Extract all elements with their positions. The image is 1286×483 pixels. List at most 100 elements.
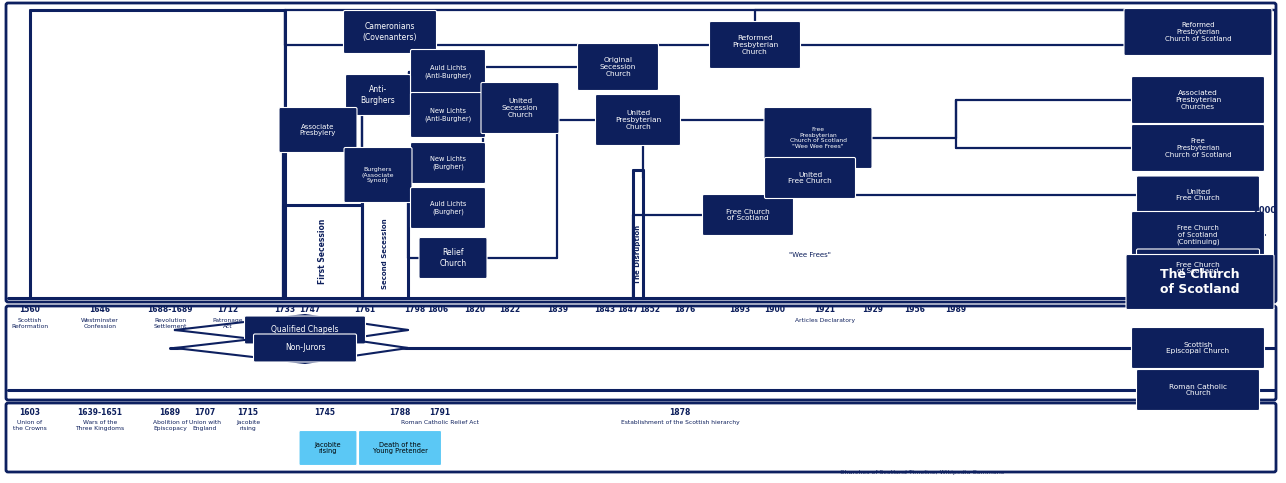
FancyBboxPatch shape — [595, 95, 680, 145]
Text: 1639-1651: 1639-1651 — [77, 408, 122, 417]
FancyBboxPatch shape — [410, 93, 486, 138]
FancyBboxPatch shape — [481, 83, 559, 133]
FancyBboxPatch shape — [410, 49, 486, 95]
Text: 1603: 1603 — [19, 408, 40, 417]
Text: 1900: 1900 — [764, 305, 786, 314]
Text: Jacobite
rising: Jacobite rising — [315, 441, 341, 455]
Text: Cameronians
(Covenanters): Cameronians (Covenanters) — [363, 23, 417, 42]
FancyBboxPatch shape — [1137, 249, 1259, 287]
Text: 1707: 1707 — [194, 408, 216, 417]
FancyBboxPatch shape — [577, 43, 658, 90]
Text: 1747: 1747 — [300, 305, 320, 314]
Text: Death of the
Young Pretender: Death of the Young Pretender — [373, 441, 427, 455]
Text: 1715: 1715 — [238, 408, 258, 417]
FancyBboxPatch shape — [764, 157, 855, 199]
Text: 1788: 1788 — [390, 408, 410, 417]
Text: Qualified Chapels: Qualified Chapels — [271, 326, 338, 335]
Text: Original
Secession
Church: Original Secession Church — [599, 57, 637, 77]
Text: United
Free Church: United Free Church — [1177, 189, 1220, 201]
FancyBboxPatch shape — [6, 306, 1276, 400]
Text: Roman Catholic Relief Act: Roman Catholic Relief Act — [401, 420, 478, 425]
Text: Union with
England: Union with England — [189, 420, 221, 431]
Text: 1921: 1921 — [814, 305, 836, 314]
Text: Second Secession: Second Secession — [382, 219, 388, 289]
Text: 1852: 1852 — [639, 305, 661, 314]
Text: Churches of Scotland Timeline, Wikipedia Commons: Churches of Scotland Timeline, Wikipedia… — [840, 470, 1004, 475]
Text: United
Presbyterian
Church: United Presbyterian Church — [615, 110, 661, 130]
FancyBboxPatch shape — [710, 22, 800, 69]
FancyBboxPatch shape — [764, 108, 872, 169]
FancyBboxPatch shape — [1137, 369, 1259, 411]
Text: Free Church
of Scotland: Free Church of Scotland — [727, 209, 770, 221]
Text: 1843: 1843 — [594, 305, 616, 314]
Text: Relief
Church: Relief Church — [440, 248, 467, 268]
Text: Jacobite
rising: Jacobite rising — [235, 420, 260, 431]
Text: Anti-
Burghers: Anti- Burghers — [360, 85, 395, 104]
Text: 1646: 1646 — [90, 305, 111, 314]
Text: 1791: 1791 — [430, 408, 450, 417]
FancyBboxPatch shape — [343, 147, 412, 202]
FancyBboxPatch shape — [702, 195, 793, 236]
Text: New Lichts
(Burgher): New Lichts (Burgher) — [430, 156, 466, 170]
Text: 1956: 1956 — [904, 305, 926, 314]
Text: Burghers
(Associate
Synod): Burghers (Associate Synod) — [361, 167, 395, 183]
Polygon shape — [175, 315, 408, 345]
Polygon shape — [175, 333, 408, 363]
Text: Scottish
Reformation: Scottish Reformation — [12, 318, 49, 328]
FancyBboxPatch shape — [1132, 76, 1264, 124]
Text: United
Secession
Church: United Secession Church — [502, 98, 538, 118]
Text: New Lichts
(Anti-Burgher): New Lichts (Anti-Burgher) — [424, 108, 472, 122]
Text: 1560: 1560 — [19, 305, 40, 314]
Text: Revolution
Settlement: Revolution Settlement — [153, 318, 186, 328]
FancyBboxPatch shape — [359, 430, 441, 466]
Text: 1798: 1798 — [404, 305, 426, 314]
Text: Patronage
Act: Patronage Act — [212, 318, 243, 328]
Text: Auld Lichts
(Anti-Burgher): Auld Lichts (Anti-Burgher) — [424, 65, 472, 79]
Text: "Wee Frees": "Wee Frees" — [790, 252, 831, 258]
Text: 1929: 1929 — [863, 305, 883, 314]
Text: Reformed
Presbyterian
Church of Scotland: Reformed Presbyterian Church of Scotland — [1165, 22, 1231, 42]
Text: Non-Jurors: Non-Jurors — [284, 343, 325, 353]
Text: 1878: 1878 — [669, 408, 691, 417]
FancyBboxPatch shape — [343, 11, 436, 54]
Text: Wars of the
Three Kingdoms: Wars of the Three Kingdoms — [76, 420, 125, 431]
Text: Auld Lichts
(Burgher): Auld Lichts (Burgher) — [430, 201, 467, 214]
Text: First Secession: First Secession — [318, 219, 327, 284]
Text: Scottish
Episcopal Church: Scottish Episcopal Church — [1166, 341, 1229, 355]
Text: Establishment of the Scottish hierarchy: Establishment of the Scottish hierarchy — [621, 420, 739, 425]
FancyBboxPatch shape — [253, 334, 356, 362]
Text: 1989: 1989 — [945, 305, 967, 314]
Text: 1745: 1745 — [315, 408, 336, 417]
FancyBboxPatch shape — [1127, 255, 1274, 310]
Text: 1733: 1733 — [274, 305, 296, 314]
Text: 1820: 1820 — [464, 305, 486, 314]
Text: 1893: 1893 — [729, 305, 751, 314]
FancyBboxPatch shape — [300, 430, 358, 466]
Text: Free
Presbyterian
Church of Scotland
"Wee Wee Frees": Free Presbyterian Church of Scotland "We… — [790, 127, 846, 149]
Text: 1712: 1712 — [217, 305, 239, 314]
Text: Free Church
of Scotland
(Continuing): Free Church of Scotland (Continuing) — [1177, 225, 1220, 245]
Text: 1688-1689: 1688-1689 — [148, 305, 193, 314]
Text: The Church
of Scotland: The Church of Scotland — [1160, 268, 1240, 296]
FancyBboxPatch shape — [279, 108, 358, 153]
FancyBboxPatch shape — [1132, 125, 1264, 171]
FancyBboxPatch shape — [419, 238, 487, 279]
Text: Free
Presbyterian
Church of Scotland: Free Presbyterian Church of Scotland — [1165, 138, 1231, 158]
Text: 1806: 1806 — [427, 305, 449, 314]
FancyBboxPatch shape — [410, 142, 486, 184]
Text: Abolition of
Episcopacy: Abolition of Episcopacy — [153, 420, 188, 431]
Text: Roman Catholic
Church: Roman Catholic Church — [1169, 384, 1227, 397]
FancyBboxPatch shape — [6, 403, 1276, 472]
FancyBboxPatch shape — [1132, 327, 1264, 369]
FancyBboxPatch shape — [410, 187, 486, 228]
FancyBboxPatch shape — [6, 3, 1276, 302]
Text: Associate
Presbylery: Associate Presbylery — [300, 124, 336, 136]
Text: 1689: 1689 — [159, 408, 180, 417]
Text: 1822: 1822 — [499, 305, 521, 314]
Text: United
Free Church: United Free Church — [788, 171, 832, 185]
Text: Associated
Presbyterian
Churches: Associated Presbyterian Churches — [1175, 90, 1222, 110]
Text: Articles Declaratory: Articles Declaratory — [795, 318, 855, 323]
FancyBboxPatch shape — [1137, 176, 1259, 214]
FancyBboxPatch shape — [1124, 9, 1272, 56]
Text: 1876: 1876 — [674, 305, 696, 314]
